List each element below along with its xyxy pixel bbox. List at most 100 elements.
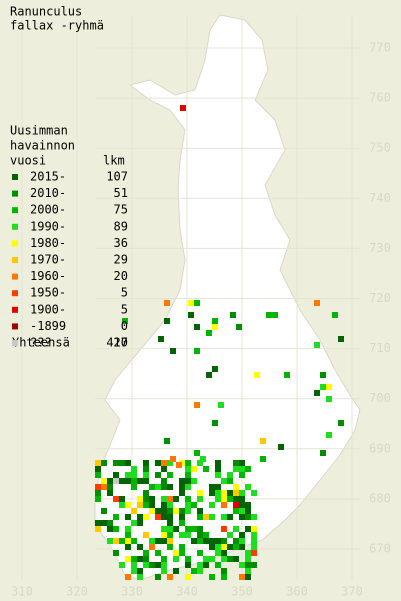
observation: [203, 532, 209, 538]
y-tick-label: 690: [369, 441, 391, 455]
observation: [143, 460, 149, 466]
observation: [143, 490, 149, 496]
observation: [314, 300, 320, 306]
observation: [212, 366, 218, 372]
observation: [95, 520, 101, 526]
observation: [113, 538, 119, 544]
legend-swatch: [12, 223, 18, 230]
observation: [173, 526, 179, 532]
observation: [101, 520, 107, 526]
observation: [233, 460, 239, 466]
observation: [197, 550, 203, 556]
legend-swatch: [12, 190, 18, 197]
observation: [143, 502, 149, 508]
observation: [221, 574, 227, 580]
observation: [338, 420, 344, 426]
observation: [251, 526, 257, 532]
observation: [101, 508, 107, 514]
observation: [143, 532, 149, 538]
legend-swatch: [12, 306, 18, 313]
legend-header: havainnon: [10, 139, 75, 153]
observation: [215, 550, 221, 556]
observation: [107, 478, 113, 484]
legend-header: Uusimman: [10, 124, 68, 138]
observation: [215, 496, 221, 502]
observation: [143, 562, 149, 568]
observation: [125, 574, 131, 580]
observation: [185, 466, 191, 472]
observation: [239, 496, 245, 502]
observation: [167, 502, 173, 508]
legend-count: 20: [114, 269, 128, 283]
observation: [260, 438, 266, 444]
observation: [119, 538, 125, 544]
observation: [179, 544, 185, 550]
observation: [161, 568, 167, 574]
legend-count: 5: [121, 302, 128, 316]
observation: [197, 526, 203, 532]
observation: [131, 538, 137, 544]
observation: [161, 484, 167, 490]
observation: [191, 466, 197, 472]
observation: [155, 514, 161, 520]
legend-label: 1900-: [30, 302, 66, 316]
observation: [179, 520, 185, 526]
observation: [161, 532, 167, 538]
observation: [320, 384, 326, 390]
observation: [137, 568, 143, 574]
observation: [155, 574, 161, 580]
observation: [194, 324, 200, 330]
observation: [131, 568, 137, 574]
legend-label: 1990-: [30, 219, 66, 233]
observation: [191, 502, 197, 508]
observation: [266, 312, 272, 318]
observation: [173, 568, 179, 574]
observation: [95, 484, 101, 490]
observation: [125, 478, 131, 484]
observation: [113, 514, 119, 520]
observation: [149, 538, 155, 544]
observation: [233, 490, 239, 496]
observations: [95, 105, 344, 580]
observation: [188, 300, 194, 306]
observation: [200, 456, 206, 462]
observation: [119, 496, 125, 502]
observation: [245, 550, 251, 556]
observation: [185, 478, 191, 484]
observation: [233, 484, 239, 490]
observation: [215, 466, 221, 472]
observation: [245, 514, 251, 520]
observation: [203, 514, 209, 520]
observation: [194, 348, 200, 354]
observation: [185, 460, 191, 466]
observation: [185, 526, 191, 532]
observation: [326, 396, 332, 402]
observation: [185, 532, 191, 538]
observation: [227, 472, 233, 478]
observation: [107, 526, 113, 532]
observation: [209, 574, 215, 580]
observation: [245, 526, 251, 532]
legend-header: vuosi: [10, 154, 46, 168]
observation: [131, 556, 137, 562]
observation: [167, 514, 173, 520]
observation: [179, 490, 185, 496]
legend-count: 75: [114, 203, 128, 217]
observation: [188, 312, 194, 318]
observation: [167, 526, 173, 532]
observation: [221, 514, 227, 520]
observation: [239, 502, 245, 508]
observation: [95, 472, 101, 478]
legend-total-label: Yhteensä: [12, 336, 70, 350]
observation: [125, 460, 131, 466]
observation: [251, 514, 257, 520]
observation: [191, 568, 197, 574]
observation: [131, 484, 137, 490]
observation: [221, 526, 227, 532]
observation: [191, 538, 197, 544]
x-tick-label: 320: [66, 585, 88, 599]
observation: [167, 532, 173, 538]
observation: [239, 514, 245, 520]
observation: [155, 460, 161, 466]
observation: [215, 472, 221, 478]
